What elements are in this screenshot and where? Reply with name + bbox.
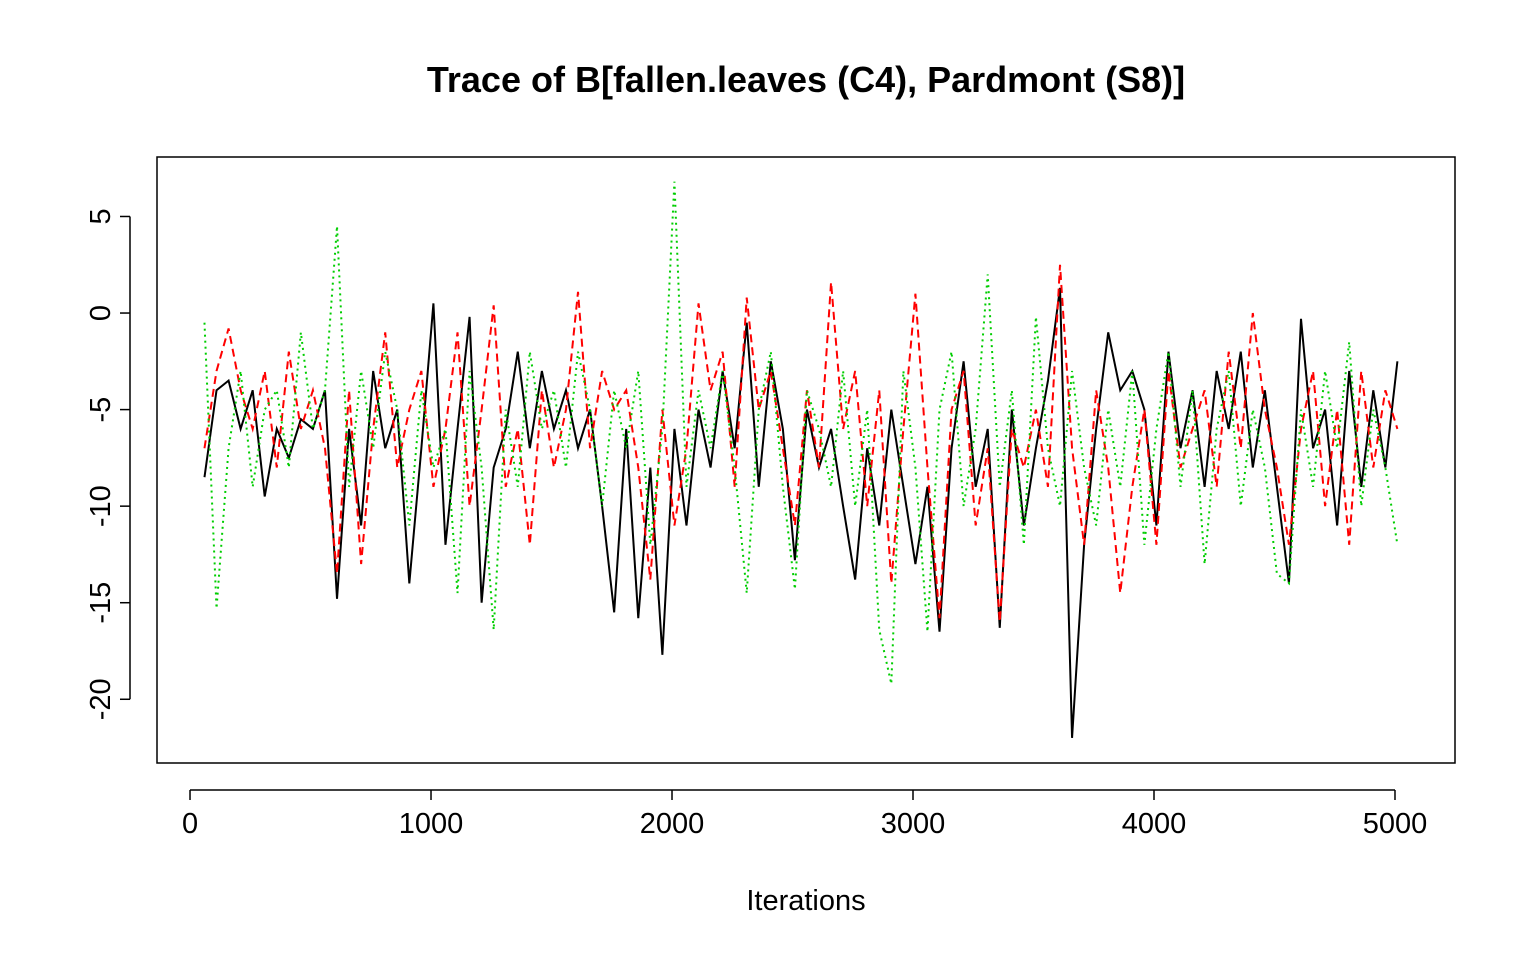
y-tick-label: -20 (85, 678, 117, 720)
x-tick-label: 2000 (640, 808, 705, 840)
y-tick-label: -10 (85, 485, 117, 527)
x-tick-label: 1000 (399, 808, 464, 840)
plot-frame (156, 156, 1456, 764)
y-tick-label: 0 (85, 305, 117, 321)
trace-line (203, 181, 1399, 685)
x-axis-label: Iterations (746, 885, 865, 917)
x-tick-label: 0 (182, 808, 198, 840)
y-tick-label: -5 (85, 397, 117, 423)
x-tick-label: 5000 (1363, 808, 1428, 840)
x-tick-label: 3000 (881, 808, 946, 840)
trace-line (203, 264, 1399, 623)
x-tick-label: 4000 (1122, 808, 1187, 840)
y-tick-label: -15 (85, 582, 117, 624)
chart-title: Trace of B[fallen.leaves (C4), Pardmont … (427, 59, 1185, 100)
y-tick-label: 5 (85, 208, 117, 224)
